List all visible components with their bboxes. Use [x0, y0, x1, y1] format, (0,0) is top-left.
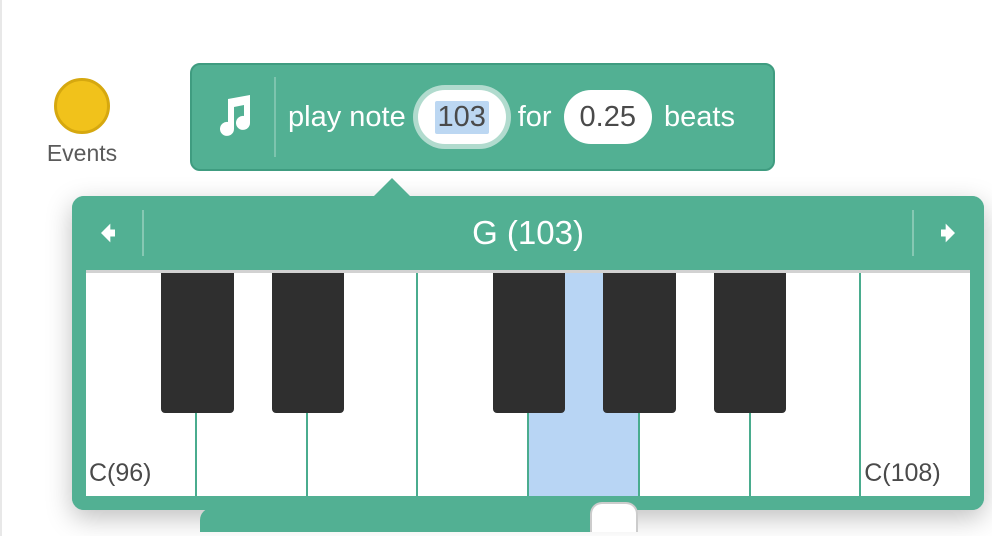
key-label: C(108) [864, 459, 940, 488]
note-picker-header: G (103) [72, 196, 984, 270]
block-nub-ghost [200, 508, 620, 532]
block-text-middle: for [518, 101, 552, 134]
note-picker-popover: G (103) C(96) C(108) [72, 196, 984, 510]
black-key[interactable] [603, 273, 675, 413]
black-key[interactable] [161, 273, 233, 413]
block-text-before: play note [288, 101, 406, 134]
popover-arrow [372, 178, 412, 198]
music-icon [192, 65, 276, 169]
beats-value-text: 0.25 [580, 101, 636, 134]
events-category-dot[interactable] [54, 78, 110, 134]
piano-keyboard: C(96) C(108) [86, 270, 970, 496]
note-value-input[interactable]: 103 [418, 90, 506, 144]
block-text-after: beats [664, 101, 735, 134]
note-picker-title: G (103) [72, 214, 984, 252]
events-category-label: Events [36, 140, 128, 167]
key-label: C(96) [89, 459, 152, 488]
play-note-block[interactable]: play note 103 for 0.25 beats [190, 63, 775, 171]
white-key[interactable]: C(108) [861, 273, 970, 496]
beats-value-input[interactable]: 0.25 [564, 90, 652, 144]
note-value-text: 103 [435, 101, 489, 134]
black-key[interactable] [272, 273, 344, 413]
black-key[interactable] [714, 273, 786, 413]
octave-next-button[interactable] [912, 196, 984, 270]
black-key[interactable] [493, 273, 565, 413]
block-nub-ghost [590, 502, 638, 532]
